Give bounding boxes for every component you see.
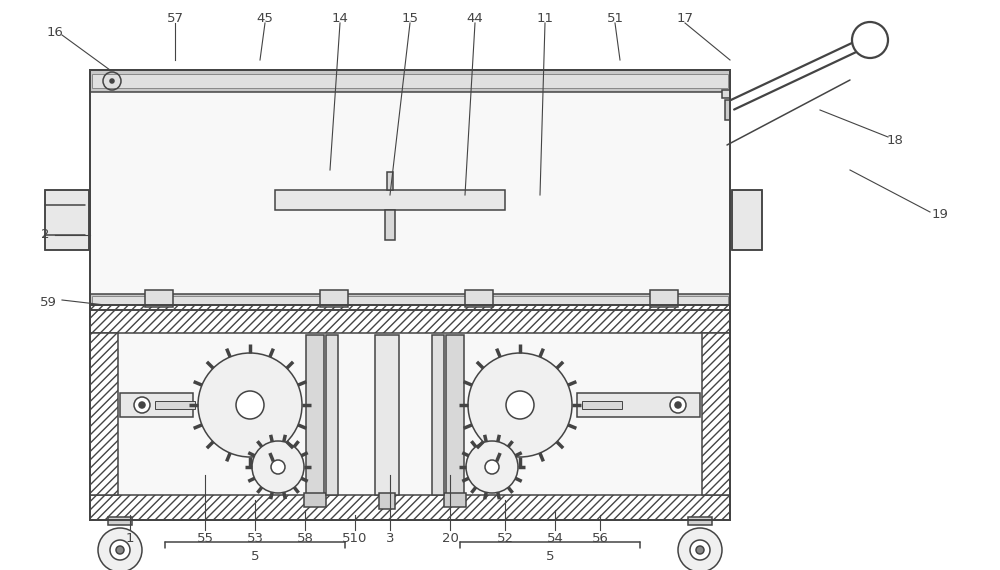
Text: 1: 1 — [126, 531, 134, 544]
Bar — [45, 190, 89, 250]
Bar — [90, 333, 118, 495]
Circle shape — [485, 460, 499, 474]
Bar — [90, 70, 730, 310]
Bar — [379, 493, 395, 509]
Circle shape — [852, 22, 888, 58]
Text: 2: 2 — [41, 229, 49, 242]
Bar — [120, 393, 193, 417]
Text: 57: 57 — [166, 11, 184, 25]
Text: 54: 54 — [547, 531, 563, 544]
Bar — [375, 335, 399, 495]
Text: 44: 44 — [467, 11, 483, 25]
Text: 11: 11 — [536, 11, 554, 25]
Bar — [326, 335, 338, 495]
Bar — [582, 401, 622, 409]
Bar — [387, 172, 393, 190]
Bar — [92, 74, 728, 88]
Bar — [90, 70, 730, 310]
Text: 56: 56 — [592, 531, 608, 544]
Bar — [90, 294, 730, 310]
Text: 17: 17 — [676, 11, 694, 25]
Circle shape — [696, 546, 704, 554]
Bar — [275, 190, 505, 210]
Text: 51: 51 — [606, 11, 624, 25]
Text: 16: 16 — [47, 26, 63, 39]
Bar — [688, 517, 712, 525]
Bar — [92, 296, 728, 308]
Bar — [385, 210, 395, 240]
Bar — [432, 335, 444, 495]
Circle shape — [468, 353, 572, 457]
Text: 53: 53 — [246, 531, 264, 544]
Circle shape — [678, 528, 722, 570]
Circle shape — [110, 540, 130, 560]
Circle shape — [466, 441, 518, 493]
Text: 18: 18 — [887, 133, 903, 146]
Circle shape — [134, 397, 150, 413]
Text: 52: 52 — [496, 531, 514, 544]
Circle shape — [110, 79, 114, 83]
Text: 20: 20 — [442, 531, 458, 544]
Bar — [145, 290, 173, 307]
Text: 5: 5 — [251, 549, 259, 563]
Circle shape — [506, 391, 534, 419]
Text: 3: 3 — [386, 531, 394, 544]
Bar — [732, 190, 762, 250]
Text: 15: 15 — [402, 11, 418, 25]
Bar — [320, 290, 348, 307]
Circle shape — [670, 397, 686, 413]
Circle shape — [236, 391, 264, 419]
Circle shape — [271, 460, 285, 474]
Bar — [732, 190, 762, 250]
Bar — [90, 305, 730, 520]
Bar — [108, 517, 132, 525]
Bar — [446, 335, 464, 495]
Bar — [725, 100, 730, 120]
Text: 55: 55 — [196, 531, 214, 544]
Text: 59: 59 — [40, 295, 56, 308]
Circle shape — [675, 402, 681, 408]
Circle shape — [98, 528, 142, 570]
Circle shape — [116, 546, 124, 554]
Circle shape — [139, 402, 145, 408]
Bar — [702, 333, 730, 495]
Bar — [90, 305, 730, 520]
Bar — [90, 70, 730, 92]
Circle shape — [252, 441, 304, 493]
Text: 5: 5 — [546, 549, 554, 563]
Bar — [650, 290, 678, 307]
Text: 58: 58 — [297, 531, 313, 544]
Bar — [304, 493, 326, 507]
Text: 510: 510 — [342, 531, 368, 544]
Bar — [577, 393, 700, 417]
Bar — [465, 290, 493, 307]
Bar — [722, 90, 730, 98]
Bar — [444, 493, 466, 507]
Text: 45: 45 — [257, 11, 273, 25]
Bar — [45, 190, 89, 250]
Bar — [90, 305, 730, 333]
Text: 19: 19 — [932, 209, 948, 222]
Circle shape — [690, 540, 710, 560]
Circle shape — [198, 353, 302, 457]
Text: 14: 14 — [332, 11, 348, 25]
Bar — [155, 401, 195, 409]
Bar — [90, 495, 730, 520]
Bar — [306, 335, 324, 495]
